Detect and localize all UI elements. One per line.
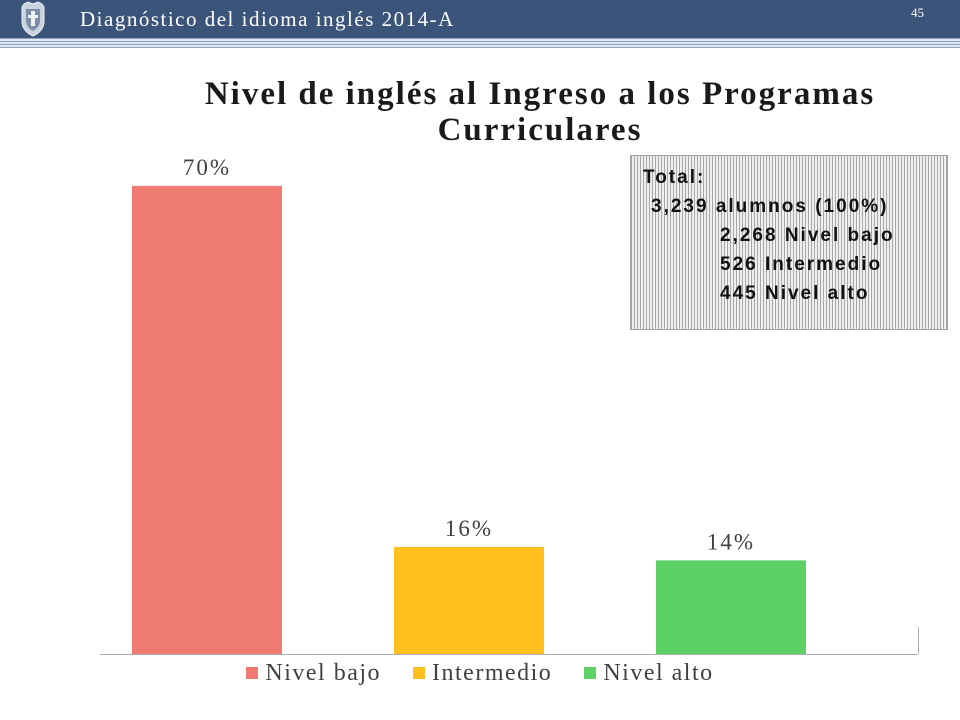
- legend-label-nivel-bajo: Nivel bajo: [265, 660, 382, 686]
- bars-group: 70% 16% 14%: [132, 155, 806, 654]
- summary-line-nivel-bajo: 2,268 Nivel bajo: [720, 225, 895, 246]
- slide-number: 45: [911, 5, 924, 20]
- header-divider-lines: [0, 38, 960, 48]
- legend-item-nivel-alto: Nivel alto: [584, 660, 713, 686]
- chart-legend: Nivel bajo Intermedio Nivel alto: [0, 660, 960, 686]
- legend-swatch-nivel-alto: [584, 667, 597, 679]
- bar-nivel-bajo: [132, 185, 282, 654]
- bar-intermedio: [394, 547, 544, 654]
- legend-item-intermedio: Intermedio: [413, 660, 552, 686]
- bar-nivel-alto: [656, 560, 806, 654]
- legend-swatch-nivel-bajo: [246, 667, 259, 679]
- summary-line-intermedio: 526 Intermedio: [720, 254, 883, 275]
- chart-title: Nivel de inglés al Ingreso a los Program…: [204, 76, 876, 148]
- legend-swatch-intermedio: [413, 667, 426, 679]
- summary-line-nivel-alto: 445 Nivel alto: [720, 283, 870, 304]
- slide-header-bar: [0, 0, 960, 38]
- data-label-nivel-alto: 14%: [707, 529, 755, 554]
- legend-item-nivel-bajo: Nivel bajo: [246, 660, 381, 686]
- totals-summary-box: Total: 3,239 alumnos (100%) 2,268 Nivel …: [630, 155, 948, 330]
- presentation-title: Diagnóstico del idioma inglés 2014-A: [80, 7, 455, 31]
- legend-label-nivel-alto: Nivel alto: [603, 660, 714, 686]
- summary-title: Total:: [643, 167, 706, 188]
- data-label-intermedio: 16%: [445, 516, 493, 541]
- data-label-nivel-bajo: 70%: [183, 155, 231, 180]
- summary-total: 3,239 alumnos (100%): [651, 196, 889, 217]
- university-seal-icon: [21, 1, 45, 37]
- legend-label-intermedio: Intermedio: [432, 660, 553, 686]
